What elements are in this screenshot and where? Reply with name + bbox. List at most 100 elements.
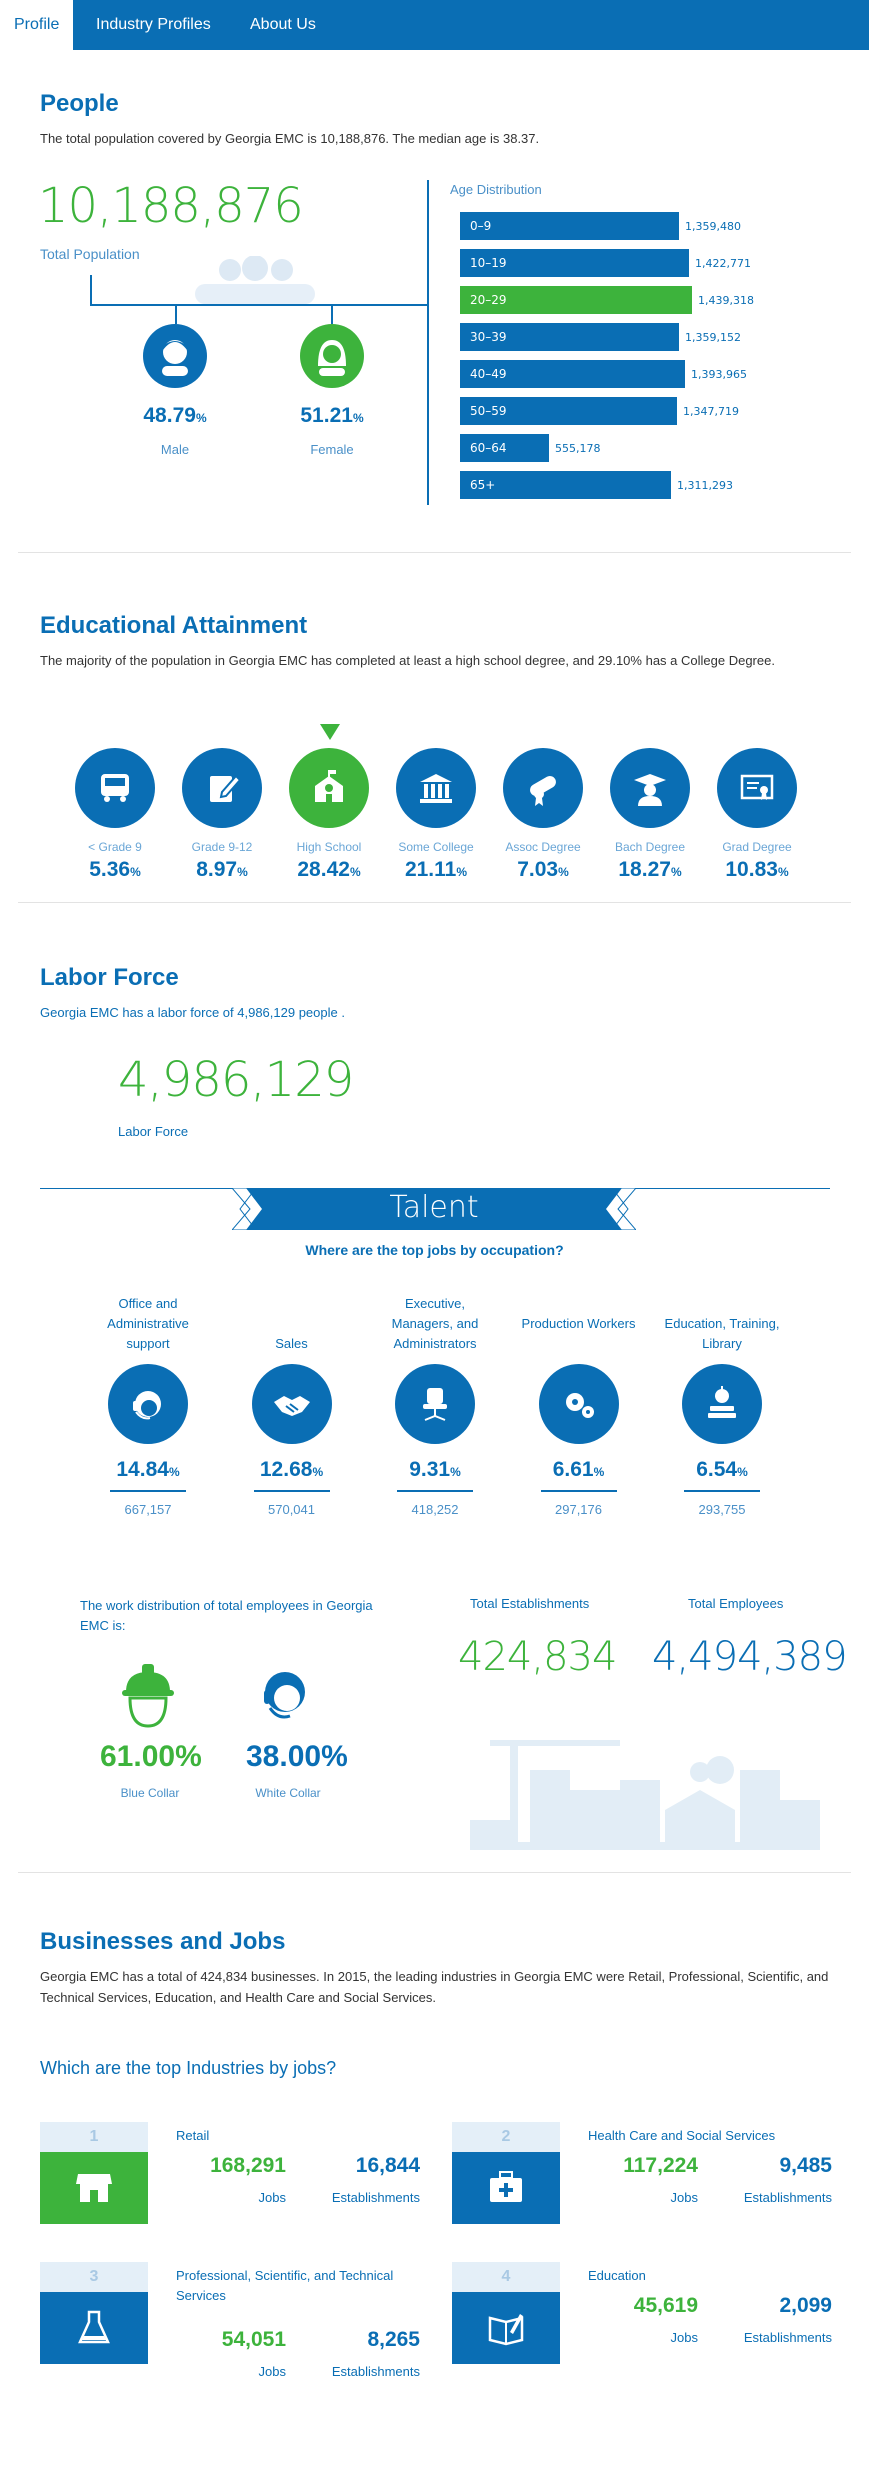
education-percent-value: 10.83 [725,858,778,881]
talent-question: Where are the top jobs by occupation? [305,1242,564,1258]
headset-worker-icon [264,1672,305,1719]
industry-jobs: 45,619 [633,2294,698,2317]
flask-icon [78,2310,110,2344]
occupation-icon [682,1364,762,1444]
industry-name: Health Care and Social Services [588,2128,776,2143]
establishments-value: 424,834 [458,1634,617,1680]
education-level-icon [717,748,797,828]
hard-hat-worker-icon [122,1664,174,1728]
divider-vertical [427,180,429,505]
education-percent-value: 8.97 [196,858,238,881]
labor-description: Georgia EMC has a labor force of 4,986,1… [40,1005,345,1020]
industry-jobs-label: Jobs [258,2364,286,2379]
occupation-label: Production Workers [521,1316,636,1331]
education-level-label: Some College [398,840,474,854]
percent-sign: % [130,865,141,879]
education-level-percent: 21.11% [386,858,486,882]
occupation-percent: 12.68% [232,1458,352,1482]
industry-jobs-label: Jobs [258,2190,286,2205]
tree-line [90,304,428,306]
education-level-percent: 10.83% [707,858,807,882]
occupation-count: 297,176 [555,1502,602,1517]
headset-person-icon [133,1391,161,1420]
industry-name: Education [588,2268,646,2283]
occupation-label: Education, Training, Library [664,1316,780,1351]
education-level-icon [396,748,476,828]
occupation-percent-value: 12.68 [259,1458,313,1481]
age-bar: 10–19 [460,249,689,277]
occupation-percent-value: 6.54 [696,1458,738,1481]
occupation-percent: 6.61% [519,1458,639,1482]
occupation-percent: 6.54% [662,1458,782,1482]
occupation-label: Executive, Managers, and Administrators [391,1296,479,1351]
section-divider [18,902,851,903]
percent-sign: % [670,865,682,879]
occupation-percent-value: 14.84 [116,1458,169,1481]
tab-industry-profiles[interactable]: Industry Profiles [96,16,211,33]
percent-sign: % [168,1465,180,1479]
white-collar-percent: 38.00% [246,1740,348,1773]
education-title: Educational Attainment [40,612,308,639]
people-group-icon [195,256,315,304]
industry-establishments: 2,099 [779,2294,832,2317]
industry-rank: 1 [40,2122,148,2152]
education-percent-value: 7.03 [517,858,559,881]
total-population-value: 10,188,876 [38,178,304,234]
age-bar-value: 1,347,719 [683,405,739,418]
age-bar-value: 1,393,965 [691,368,747,381]
age-bar-value: 1,311,293 [677,479,733,492]
education-level-label: < Grade 9 [88,840,142,854]
occupation-count: 293,755 [698,1502,746,1517]
tab-profile[interactable]: Profile [0,0,74,50]
age-bar-value: 555,178 [555,442,601,455]
age-bar-value: 1,359,480 [685,220,741,233]
education-level-label: Bach Degree [614,840,686,854]
industry-jobs-label: Jobs [670,2190,698,2205]
labor-title: Labor Force [40,964,179,991]
age-bar-value: 1,359,152 [685,331,741,344]
education-level-icon [610,748,690,828]
percent-sign: % [237,865,248,879]
selected-marker-icon [320,724,340,740]
section-divider [18,1872,851,1873]
education-level-label: Grad Degree [722,840,792,854]
industry-jobs: 117,224 [623,2154,698,2177]
age-bar: 60–64 [460,434,549,462]
certificate-icon [740,774,774,800]
education-level-label: High School [296,840,362,854]
employees-label: Total Employees [688,1596,784,1611]
occupation-count: 418,252 [411,1502,459,1517]
industry-establishments-label: Establishments [743,2330,832,2345]
industry-rank: 2 [452,2122,560,2152]
age-bar-value: 1,422,771 [695,257,751,270]
female-label: Female [310,442,354,457]
diploma-scroll-icon [530,776,556,806]
occupation-icon [395,1364,475,1444]
education-level-percent: 18.27% [600,858,700,882]
male-label: Male [160,442,190,457]
occupation-label: Office and Administrative support [107,1296,189,1351]
occupation-underline [684,1490,760,1492]
occupation-icon [108,1364,188,1444]
top-nav: Profile Industry Profiles About Us [0,0,869,50]
percent-sign: % [737,1465,748,1479]
education-level-icon [182,748,262,828]
age-bar: 40–49 [460,360,685,388]
occupation-icon [538,1364,619,1444]
age-bar: 50–59 [460,397,677,425]
industry-establishments-label: Establishments [331,2190,420,2205]
school-house-icon [315,770,343,802]
female-icon [300,324,364,388]
industry-establishments-label: Establishments [331,2364,420,2379]
industry-name: Retail [176,2128,210,2143]
notebook-pencil-icon [210,774,242,802]
occupation-icon [251,1364,332,1444]
percent-sign: % [349,865,361,879]
percent-sign: % [312,1465,324,1479]
education-percent-value: 18.27 [618,858,671,881]
blue-collar-percent: 61.00% [100,1740,202,1773]
tab-about-us[interactable]: About Us [250,16,316,33]
industry-name: Professional, Scientific, and Technical … [176,2268,394,2303]
percent-sign: % [456,865,468,879]
storefront-icon [76,2174,112,2202]
